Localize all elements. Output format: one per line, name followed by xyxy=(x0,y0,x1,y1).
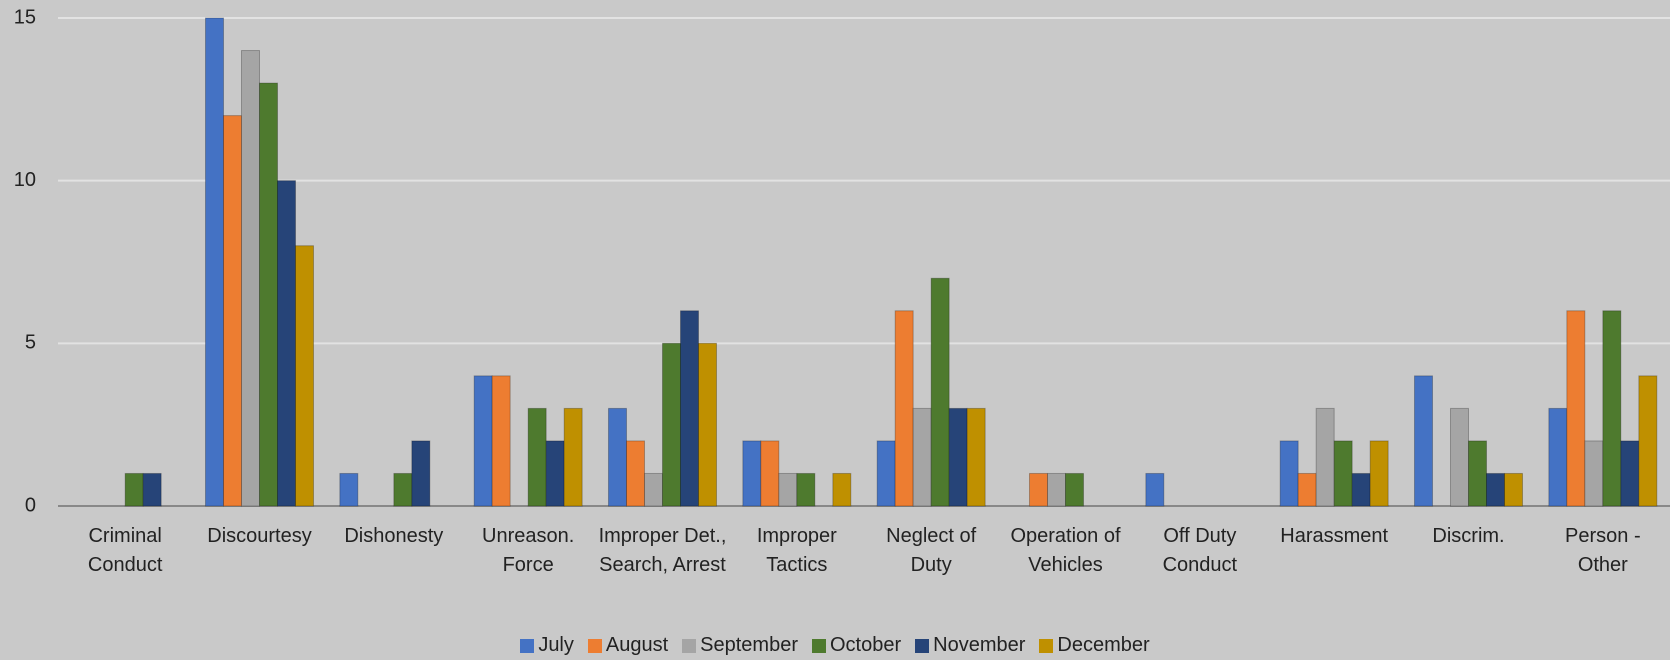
x-tick-label: Dishonesty xyxy=(344,525,444,547)
bar xyxy=(948,407,968,507)
bar xyxy=(259,82,278,507)
bar xyxy=(473,375,493,507)
bar xyxy=(608,407,627,507)
legend-item: September xyxy=(682,634,798,657)
bar xyxy=(527,407,547,507)
legend-swatch xyxy=(812,638,826,653)
bar xyxy=(1315,407,1335,507)
legend-label: September xyxy=(700,634,798,656)
legend-swatch xyxy=(682,638,697,653)
bar xyxy=(1279,440,1299,507)
bar xyxy=(1029,472,1048,507)
legend-label: November xyxy=(933,634,1026,656)
bar xyxy=(1504,472,1523,507)
y-tick-label: 5 xyxy=(25,332,36,354)
bar xyxy=(142,472,162,507)
bar xyxy=(1620,440,1640,507)
legend-item: August xyxy=(587,634,669,657)
bar xyxy=(796,472,816,507)
legend-label: August xyxy=(605,634,669,656)
legend-item: July xyxy=(520,634,574,657)
bar xyxy=(742,440,762,507)
x-tick-label: Discourtesy xyxy=(207,525,312,547)
bar xyxy=(680,310,699,507)
x-tick-label: Improper Det., Search, Arrest xyxy=(598,525,727,576)
x-tick-label: Unreason. Force xyxy=(482,525,575,576)
bar xyxy=(1065,472,1084,507)
bar xyxy=(1566,310,1586,507)
bar xyxy=(662,342,681,507)
bar xyxy=(295,245,314,507)
legend-swatch xyxy=(587,638,602,653)
bar xyxy=(223,115,242,507)
bar xyxy=(491,375,511,507)
bar xyxy=(966,407,986,507)
x-tick-label: Person - Other xyxy=(1565,525,1641,576)
legend-item: October xyxy=(812,634,901,657)
bar xyxy=(545,440,565,507)
bar xyxy=(205,17,224,507)
bar xyxy=(563,407,583,507)
bar xyxy=(760,440,780,507)
bar xyxy=(1602,310,1622,507)
bar xyxy=(1047,472,1066,507)
bar xyxy=(1486,472,1505,507)
bar xyxy=(894,310,914,507)
x-tick-label: Neglect of Duty xyxy=(886,525,977,576)
legend: July August September October November Decemb… xyxy=(0,634,1670,657)
bar xyxy=(1548,407,1568,507)
bar xyxy=(241,50,260,507)
bar xyxy=(1297,472,1317,507)
y-tick-label: 15 xyxy=(14,6,36,28)
bar xyxy=(393,472,413,507)
bar xyxy=(930,277,950,507)
legend-label: October xyxy=(830,634,902,656)
bar xyxy=(411,440,431,507)
legend-swatch xyxy=(1039,638,1054,653)
x-tick-label: Off Duty Conduct xyxy=(1162,525,1238,576)
legend-swatch xyxy=(520,638,535,653)
bar xyxy=(644,472,663,507)
bar xyxy=(1468,440,1487,507)
bar xyxy=(912,407,932,507)
legend-label: December xyxy=(1057,634,1150,656)
bar xyxy=(1584,440,1604,507)
bar xyxy=(1638,375,1658,507)
bar xyxy=(626,440,645,507)
bar xyxy=(1414,375,1433,507)
legend-item: November xyxy=(915,634,1025,657)
bar xyxy=(832,472,852,507)
bar xyxy=(339,472,359,507)
bar xyxy=(1450,407,1469,507)
bar xyxy=(1369,440,1389,507)
bar xyxy=(1333,440,1353,507)
bar xyxy=(1145,472,1165,507)
bar xyxy=(778,472,798,507)
legend-swatch xyxy=(915,638,930,653)
x-tick-label: Operation of Vehicles xyxy=(1010,525,1121,576)
x-tick-label: Improper Tactics xyxy=(756,525,837,576)
bar xyxy=(124,472,144,507)
bar xyxy=(698,342,717,507)
bar xyxy=(1351,472,1371,507)
x-tick-label: Discrim. xyxy=(1432,525,1505,547)
legend-label: July xyxy=(538,634,574,656)
x-tick-label: Harassment xyxy=(1280,525,1389,547)
bar xyxy=(277,180,296,507)
x-tick-label: Criminal Conduct xyxy=(87,525,163,576)
bar xyxy=(876,440,896,507)
y-tick-label: 0 xyxy=(25,494,36,516)
y-tick-label: 10 xyxy=(14,169,36,191)
legend-item: December xyxy=(1039,634,1150,657)
